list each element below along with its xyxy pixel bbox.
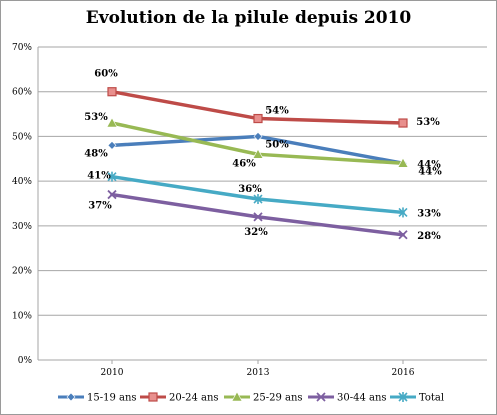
legend-entry: 15-19 ans: [58, 393, 137, 404]
data-point: [107, 140, 117, 150]
legend-entry: 30-44 ans: [308, 392, 387, 404]
data-point: [107, 171, 117, 182]
data-point: [398, 118, 408, 128]
legend-label: 30-44 ans: [337, 393, 387, 404]
data-point: [253, 132, 263, 141]
data-point: [253, 113, 263, 124]
data-label: 33%: [417, 208, 441, 219]
legend-marker: [148, 392, 158, 402]
y-tick-label: 30%: [12, 222, 32, 232]
x-tick-label: 2013: [247, 368, 270, 378]
legend-entry: 20-24 ans: [140, 392, 219, 404]
data-label: 28%: [417, 231, 441, 242]
legend-marker: [66, 392, 76, 402]
x-tick-label: 2010: [101, 368, 124, 378]
data-label: 36%: [238, 184, 262, 195]
y-tick-label: 70%: [12, 43, 32, 53]
y-tick-label: 50%: [12, 132, 32, 142]
data-label: 37%: [88, 201, 112, 212]
x-tick-label: 2016: [392, 368, 415, 378]
data-label: 32%: [244, 227, 268, 238]
data-point: [253, 212, 263, 222]
data-point: [398, 230, 408, 240]
chart-title: Evolution de la pilule depuis 2010: [85, 8, 412, 28]
data-point: [107, 87, 117, 97]
y-tick-label: 60%: [12, 88, 32, 98]
data-label: 50%: [265, 139, 289, 150]
y-tick-label: 0%: [18, 356, 33, 366]
legend-marker: [398, 392, 408, 402]
legend-label: Total: [419, 393, 444, 404]
legend-entry: 25-29 ans: [224, 391, 303, 404]
legend-marker: [316, 392, 326, 402]
data-label: 53%: [416, 117, 440, 128]
data-point: [252, 148, 264, 159]
data-label: 54%: [265, 106, 289, 117]
data-label: 60%: [94, 69, 118, 80]
legend-marker: [231, 391, 243, 402]
data-point: [106, 117, 118, 128]
legend-entry: Total: [390, 392, 444, 404]
data-label: 44%: [418, 166, 442, 177]
data-point: [253, 194, 263, 205]
y-tick-label: 40%: [12, 177, 32, 187]
data-label: 48%: [84, 148, 108, 159]
data-point: [107, 189, 117, 200]
y-tick-label: 20%: [12, 267, 32, 277]
legend-label: 25-29 ans: [253, 393, 303, 404]
data-label: 44%: [417, 159, 441, 170]
data-label: 53%: [84, 112, 108, 123]
data-point: [397, 157, 409, 168]
legend-label: 15-19 ans: [87, 393, 137, 404]
data-point: [398, 207, 408, 218]
data-label: 41%: [87, 171, 111, 182]
legend-label: 20-24 ans: [169, 393, 219, 404]
y-tick-label: 10%: [12, 311, 32, 321]
data-label: 46%: [232, 158, 256, 169]
